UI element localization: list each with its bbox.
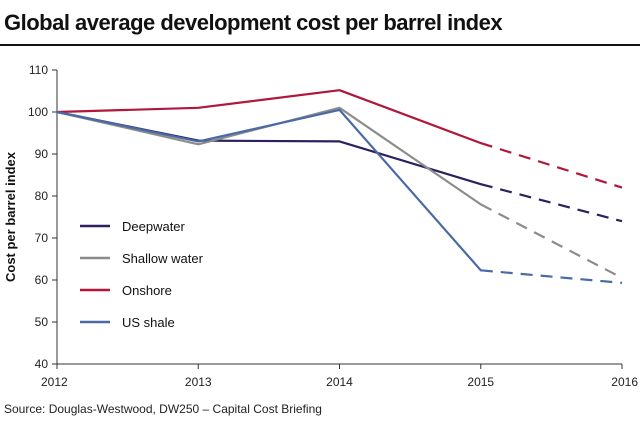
y-tick-label: 70 bbox=[35, 231, 49, 245]
shallow-water-line bbox=[55, 106, 482, 206]
y-tick-label: 40 bbox=[35, 357, 49, 371]
series-lines bbox=[55, 89, 623, 284]
title-rule bbox=[0, 44, 640, 46]
y-tick-label: 80 bbox=[35, 189, 49, 203]
shallow-water-forecast-line bbox=[480, 203, 623, 279]
x-tick-label: 2014 bbox=[326, 375, 353, 389]
us-shale-forecast-line bbox=[480, 269, 623, 284]
y-tick-label: 90 bbox=[35, 147, 49, 161]
deepwater-forecast-line bbox=[480, 183, 623, 223]
y-axis-label: Cost per barrel index bbox=[3, 151, 18, 282]
onshore-forecast-line bbox=[480, 142, 623, 189]
x-tick-label: 2016 bbox=[611, 375, 638, 389]
onshore-line bbox=[55, 89, 482, 145]
legend-label: Deepwater bbox=[122, 219, 186, 234]
axes: 40 50 60 70 80 90 100 110 2012 2013 2014 2015 2016 Co… bbox=[3, 63, 638, 389]
y-tick-label: 110 bbox=[29, 63, 48, 77]
chart-title: Global average development cost per barr… bbox=[4, 10, 503, 35]
legend-label: Onshore bbox=[122, 283, 172, 298]
y-tick-label: 100 bbox=[28, 105, 48, 119]
legend-label: US shale bbox=[122, 315, 175, 330]
y-tick-label: 60 bbox=[35, 273, 49, 287]
deepwater-line bbox=[55, 110, 482, 186]
x-tick-label: 2012 bbox=[41, 375, 68, 389]
us-shale-line bbox=[55, 108, 482, 272]
legend: Deepwater Shallow water Onshore US shale bbox=[80, 219, 204, 330]
x-tick-label: 2013 bbox=[185, 375, 212, 389]
x-tick-label: 2015 bbox=[467, 375, 494, 389]
source-note: Source: Douglas-Westwood, DW250 – Capita… bbox=[4, 402, 322, 416]
y-tick-label: 50 bbox=[35, 315, 49, 329]
legend-label: Shallow water bbox=[122, 251, 204, 266]
